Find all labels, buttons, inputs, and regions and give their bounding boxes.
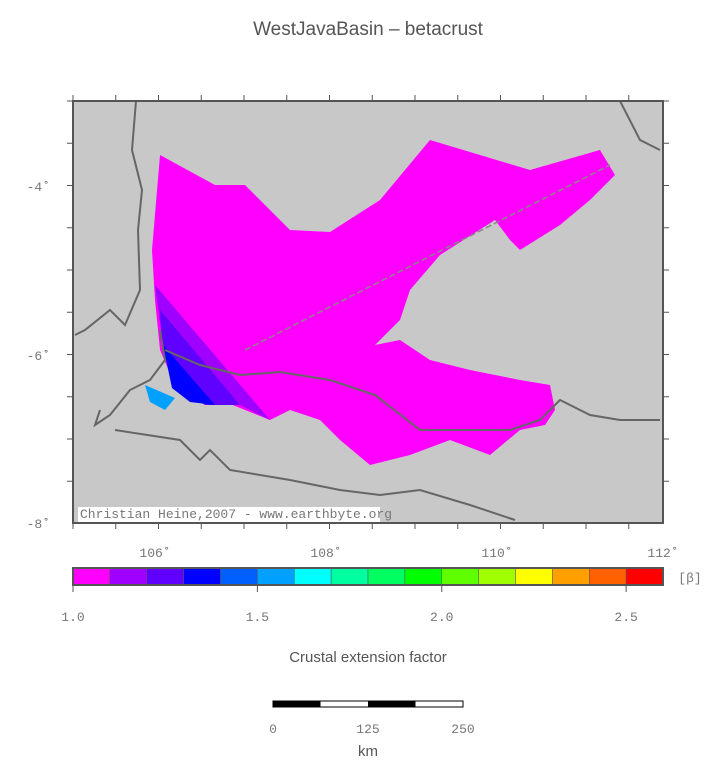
scale-segment: [368, 701, 416, 707]
lon-tick-label: 108˚: [310, 546, 341, 561]
colorbar-swatch: [294, 567, 332, 586]
colorbar-swatch: [257, 567, 295, 586]
scale-label: 250: [451, 722, 474, 737]
title: WestJavaBasin – betacrust: [253, 19, 484, 40]
lat-tick-label: -4˚: [27, 180, 50, 195]
scale-label: 0: [269, 722, 277, 737]
map: Christian Heine,2007 - www.earthbyte.org: [72, 100, 664, 524]
scale-bar: [272, 700, 464, 708]
lon-tick-label: 110˚: [481, 546, 512, 561]
colorbar-label: 1.0: [61, 610, 84, 625]
colorbar-swatch: [109, 567, 147, 586]
lon-tick-label: 106˚: [139, 546, 170, 561]
credit: Christian Heine,2007 - www.earthbyte.org: [80, 507, 392, 522]
credit-box: [78, 507, 380, 522]
scale-label: 125: [356, 722, 379, 737]
beta-region: [163, 345, 215, 405]
beta-region: [155, 285, 270, 420]
colorbar-swatch: [625, 567, 664, 586]
colorbar-swatch: [478, 567, 516, 586]
colorbar-frame: [72, 567, 664, 586]
lon-tick-label: 112˚: [647, 546, 678, 561]
colorbar-unit: [β]: [678, 571, 701, 586]
colorbar-swatch: [441, 567, 479, 586]
colorbar-swatch: [552, 567, 590, 586]
colorbar-swatch: [183, 567, 221, 586]
colorbar-swatch: [146, 567, 184, 586]
coastline: [74, 100, 661, 521]
colorbar-swatch: [515, 567, 553, 586]
beta-region: [145, 385, 175, 410]
colorbar-swatch: [72, 567, 111, 586]
lat-tick-label: -6˚: [27, 349, 50, 364]
scale-unit: km: [358, 743, 378, 760]
colorbar-swatch: [367, 567, 406, 586]
colorbar-swatch: [220, 567, 258, 586]
colorbar-swatch: [589, 567, 627, 586]
colorbar-swatch: [404, 567, 442, 586]
colorbar-swatch: [330, 567, 369, 586]
scale-segment: [273, 701, 321, 707]
colorbar-label: 1.5: [246, 610, 269, 625]
colorbar-label: 2.5: [614, 610, 637, 625]
colorbar-label: 2.0: [430, 610, 453, 625]
colorbar-caption: Crustal extension factor: [289, 649, 447, 666]
lat-tick-label: -8˚: [27, 517, 50, 532]
colorbar: 1.0 1.5 2.0 2.5: [61, 567, 664, 625]
